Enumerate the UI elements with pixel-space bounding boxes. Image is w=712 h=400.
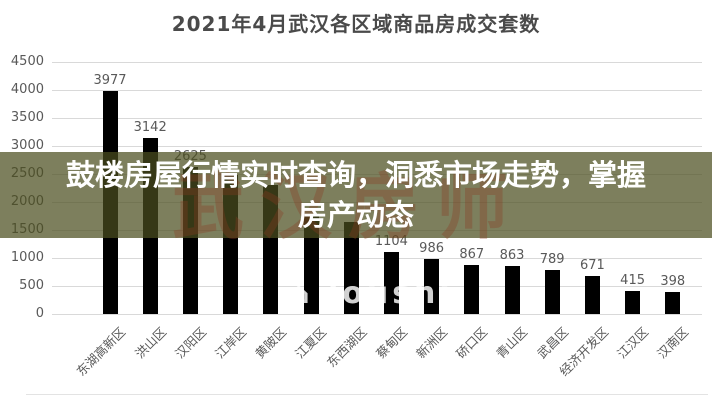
x-axis-category-label: 江岸区: [212, 324, 250, 362]
bar: [464, 265, 480, 314]
gridline: [52, 90, 702, 91]
x-axis-category-label: 新洲区: [413, 324, 451, 362]
gridline: [52, 146, 702, 147]
gridline: [52, 62, 702, 63]
bar: [625, 290, 641, 314]
x-axis-category-label: 蔡甸区: [373, 324, 411, 362]
bottom-divider: [26, 394, 708, 395]
y-axis-tick-label: 1000: [10, 250, 44, 265]
gridline: [52, 314, 702, 315]
y-axis-tick-label: 500: [19, 278, 44, 293]
gridline: [52, 258, 702, 259]
x-axis-category-label: 江汉区: [614, 324, 652, 362]
watermark-latin-text: loushi: [327, 276, 454, 311]
x-axis-category-label: 东西湖区: [323, 324, 370, 371]
y-axis-tick-label: 4500: [10, 54, 44, 69]
gridline: [52, 118, 702, 119]
bar-value-label: 415: [620, 272, 645, 288]
x-axis-category-label: 汉南区: [654, 324, 692, 362]
bar-value-label: 867: [459, 247, 485, 263]
y-axis-tick-label: 3500: [10, 110, 44, 125]
x-axis-category-label: 汉阳区: [172, 324, 210, 362]
bar-value-label: 398: [660, 273, 686, 289]
bar-value-label: 863: [499, 247, 525, 263]
watermark-latin: ⌂ loushi: [288, 276, 454, 311]
promo-banner-background: [0, 152, 712, 238]
promo-banner: 鼓楼房屋行情实时查询，洞悉市场走势，掌握 房产动态: [0, 152, 712, 238]
x-axis-category-label: 黄陂区: [252, 324, 290, 362]
chart-title: 2021年4月武汉各区域商品房成交套数: [171, 12, 541, 36]
banner-text-line2: 房产动态: [297, 198, 414, 232]
bar-value-label: 789: [539, 251, 565, 267]
gridline: [52, 286, 702, 287]
bar: [303, 214, 319, 314]
bar-value-label: 986: [419, 240, 444, 256]
banner-text-line1: 鼓楼房屋行情实时查询，洞悉市场走势，掌握: [65, 158, 646, 192]
bar: [424, 258, 440, 314]
bar: [544, 269, 560, 314]
bar-value-label: 3977: [93, 73, 127, 89]
x-axis-category-label: 东湖高新区: [73, 324, 129, 379]
y-axis-tick-label: 4000: [10, 82, 44, 97]
watermark-calligraphy: 武汉房师: [172, 164, 525, 249]
bar: [665, 291, 681, 314]
x-axis-category-label: 硚口区: [453, 324, 491, 362]
bar: [504, 265, 520, 314]
bar: [584, 276, 600, 314]
bar-value-label: 671: [579, 258, 605, 274]
bar: [343, 221, 359, 314]
y-axis-tick-label: 0: [35, 306, 44, 321]
bar-value-label: 3142: [133, 120, 167, 136]
bar: [383, 252, 399, 314]
house-icon: ⌂: [288, 276, 314, 311]
x-axis-category-label: 青山区: [493, 324, 531, 362]
x-axis-category-label: 洪山区: [131, 324, 169, 362]
y-axis-tick-label: 3000: [10, 138, 44, 153]
